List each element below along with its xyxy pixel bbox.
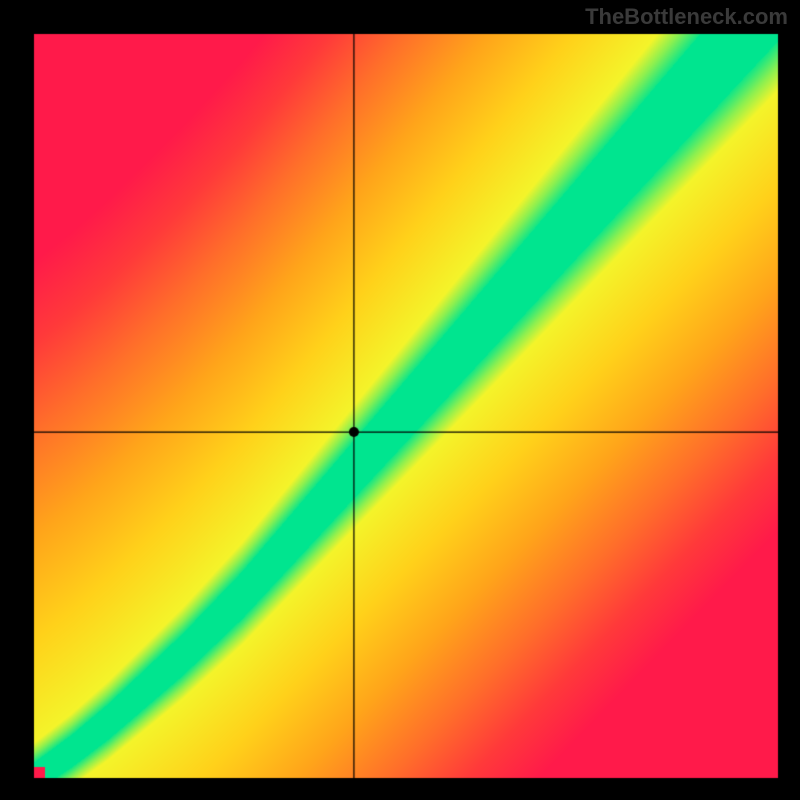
watermark-text: TheBottleneck.com xyxy=(585,4,788,30)
bottleneck-heatmap xyxy=(0,0,800,800)
